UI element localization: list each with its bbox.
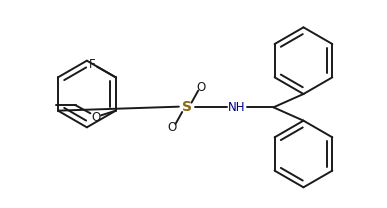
Text: S: S [182, 100, 192, 114]
Text: F: F [88, 57, 95, 71]
Text: O: O [168, 121, 177, 134]
Text: O: O [91, 111, 100, 124]
Text: NH: NH [228, 101, 246, 114]
Text: O: O [197, 81, 206, 94]
